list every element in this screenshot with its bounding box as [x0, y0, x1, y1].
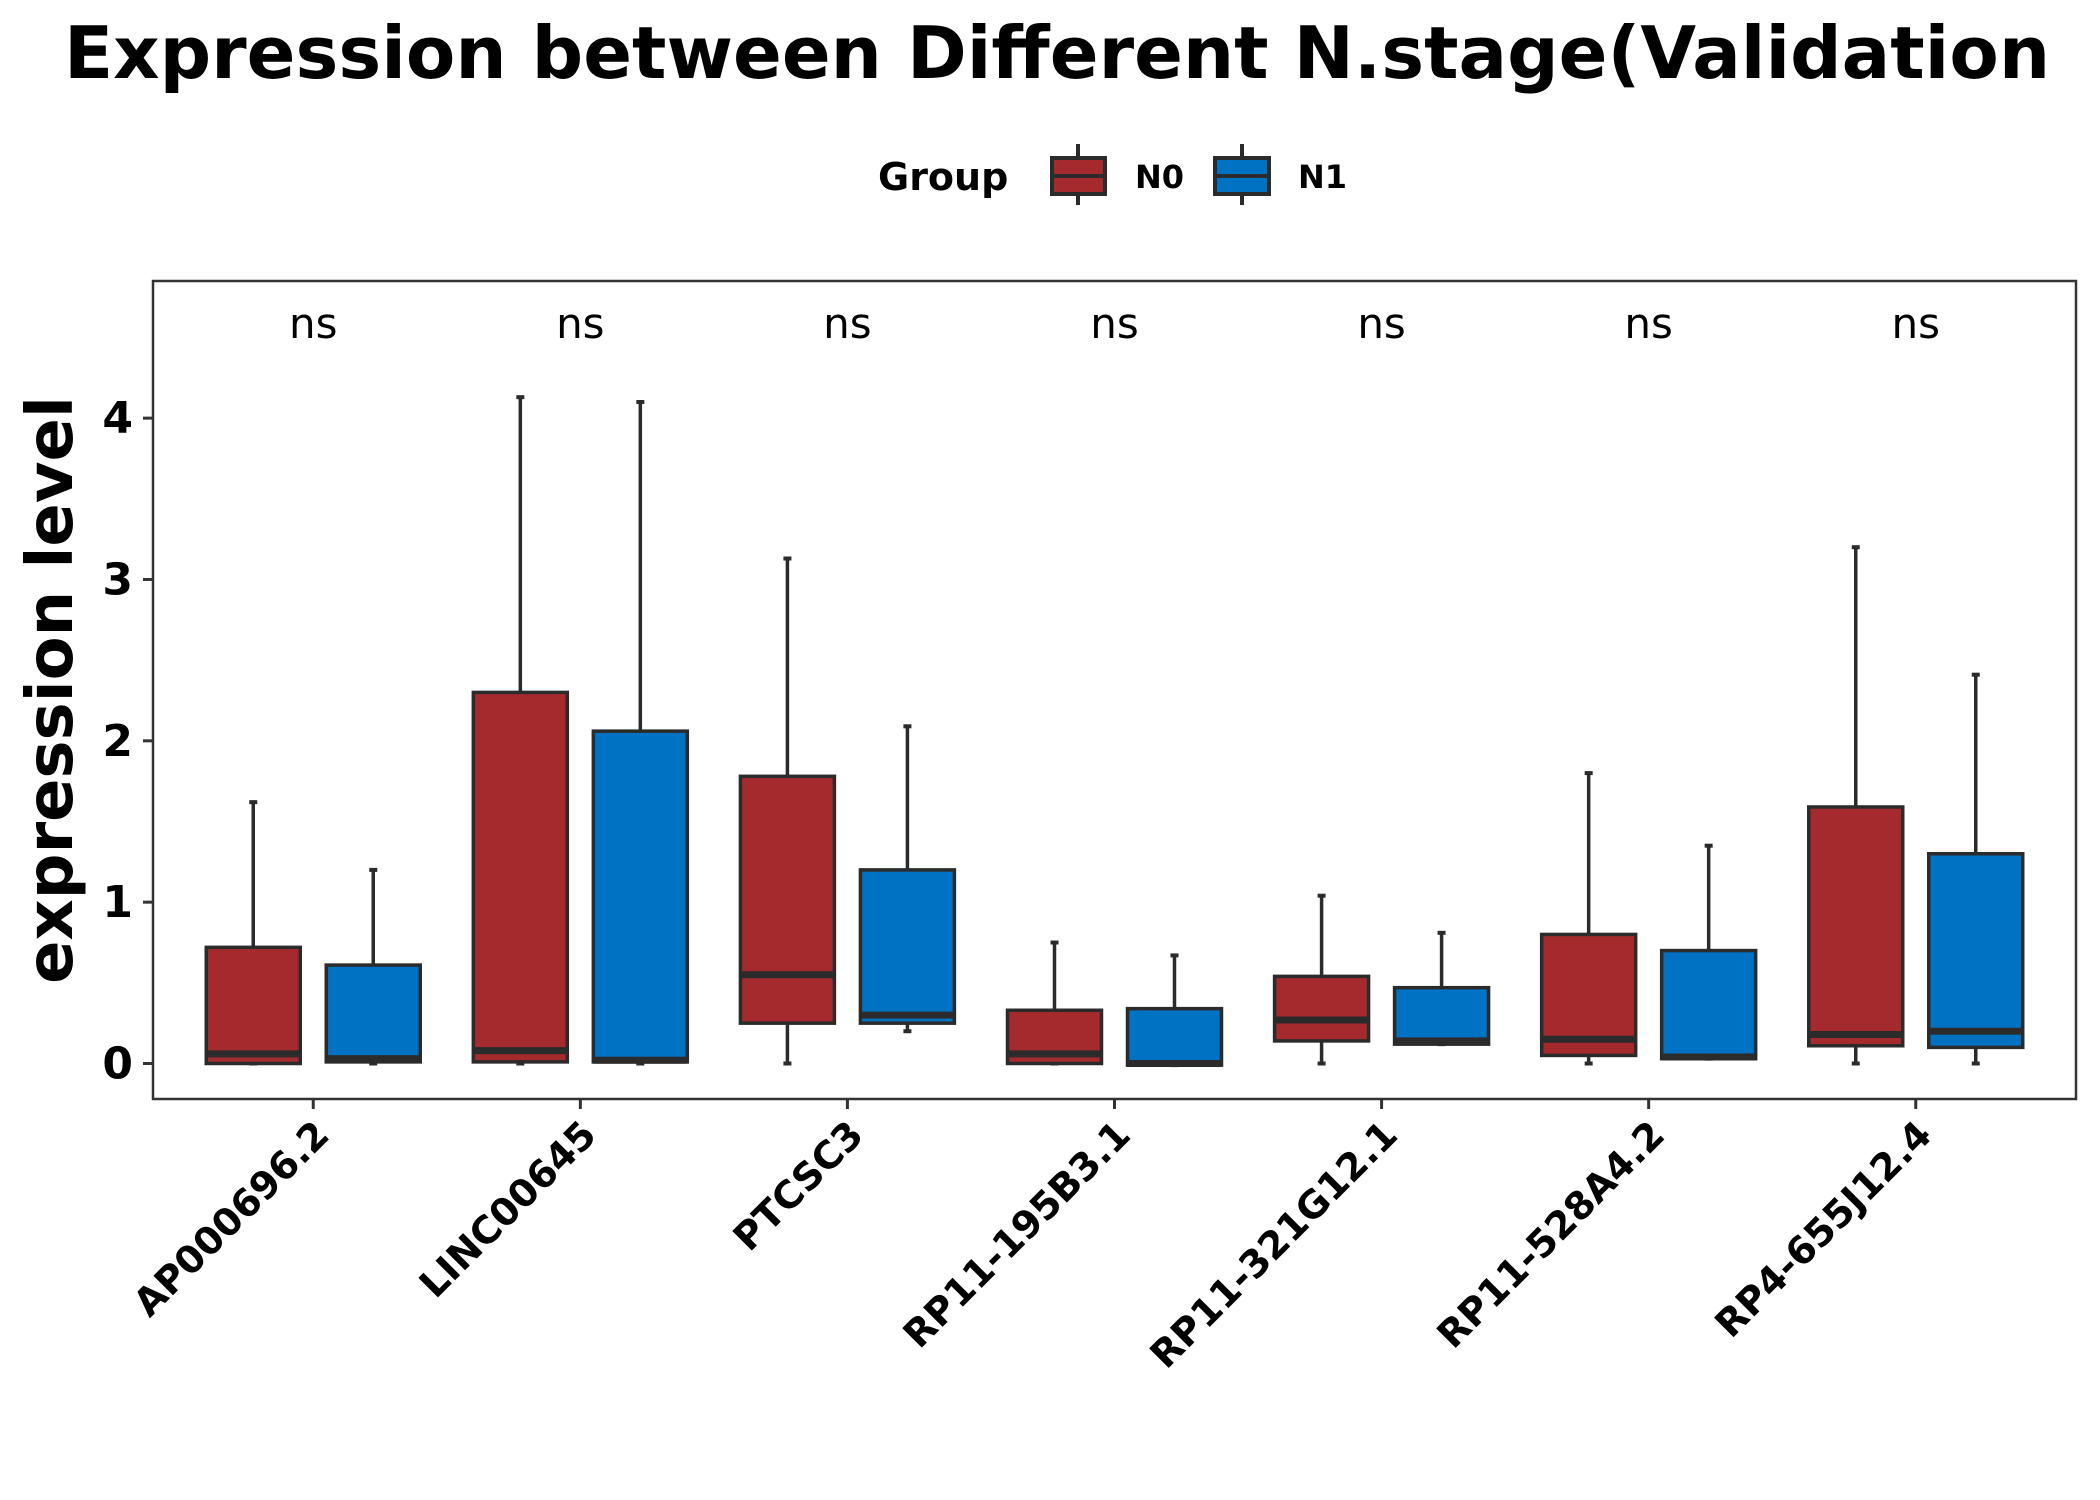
- box-iqr: [471, 690, 570, 1064]
- box-n0: [204, 800, 302, 1066]
- box-iqr: [591, 729, 690, 1064]
- y-tick-label: 3: [102, 554, 133, 605]
- legend-key-n0: [1050, 144, 1107, 205]
- x-tick-label: PTCSC3: [725, 1112, 872, 1259]
- y-axis-label: expression level: [14, 396, 88, 984]
- box-n1: [1659, 843, 1758, 1061]
- significance-label: ns: [556, 299, 605, 348]
- box-iqr: [1392, 985, 1491, 1046]
- significance-label: ns: [823, 299, 872, 348]
- x-tick-label: RP11-321G12.1: [1141, 1112, 1405, 1376]
- significance-label: ns: [1357, 299, 1406, 348]
- box-n0: [1272, 893, 1371, 1066]
- y-axis: 0 1 2 3 4: [102, 393, 153, 1090]
- box-n1: [1927, 672, 2025, 1066]
- box-n1: [858, 724, 957, 1034]
- plot-panel: [151, 279, 2078, 1101]
- x-tick-label: LINC00645: [411, 1112, 605, 1306]
- box-iqr: [324, 963, 422, 1064]
- x-tick-label: RP4-655J12.4: [1706, 1112, 1940, 1346]
- box-n1: [324, 867, 422, 1066]
- box-iqr: [738, 774, 837, 1025]
- significance-label: ns: [1891, 299, 1940, 348]
- box-n1: [1392, 930, 1491, 1047]
- y-tick-label: 2: [102, 716, 133, 767]
- x-tick-label: RP11-528A4.2: [1429, 1112, 1674, 1357]
- x-tick-label: RP11-195B3.1: [895, 1112, 1139, 1356]
- box-n0: [471, 395, 570, 1066]
- legend-label-n1: N1: [1298, 158, 1347, 196]
- significance-label: ns: [289, 299, 338, 348]
- box-n1: [1125, 953, 1224, 1068]
- y-tick-label: 1: [102, 877, 133, 928]
- box-iqr: [204, 945, 302, 1066]
- box-iqr: [1659, 948, 1758, 1061]
- box-iqr: [1927, 852, 2025, 1050]
- box-iqr: [1125, 1006, 1224, 1067]
- significance-label: ns: [1624, 299, 1673, 348]
- legend-label-n0: N0: [1135, 158, 1184, 196]
- chart-title: Expression between Different N.stage(Val…: [64, 11, 2050, 95]
- box-series: [204, 395, 2025, 1068]
- legend-title: Group: [878, 155, 1008, 199]
- significance-labels: ns ns ns ns ns ns ns: [289, 299, 1940, 348]
- box-n0: [1539, 771, 1638, 1066]
- x-tick-label: AP000696.2: [125, 1112, 338, 1325]
- legend-key-n1: [1213, 144, 1271, 205]
- box-n0: [1005, 940, 1104, 1066]
- box-n0: [738, 556, 837, 1066]
- significance-label: ns: [1090, 299, 1139, 348]
- y-tick-label: 4: [102, 393, 133, 444]
- y-tick-label: 0: [102, 1039, 133, 1090]
- box-iqr: [1807, 805, 1905, 1048]
- box-n0: [1807, 545, 1905, 1066]
- x-axis: AP000696.2 LINC00645 PTCSC3 RP11-195B3.1 RP1…: [125, 1099, 1940, 1377]
- legend: Group N0 N1: [878, 144, 1347, 205]
- box-iqr: [858, 868, 957, 1025]
- box-iqr: [1272, 974, 1371, 1043]
- box-iqr: [1539, 932, 1638, 1058]
- box-n1: [591, 400, 690, 1066]
